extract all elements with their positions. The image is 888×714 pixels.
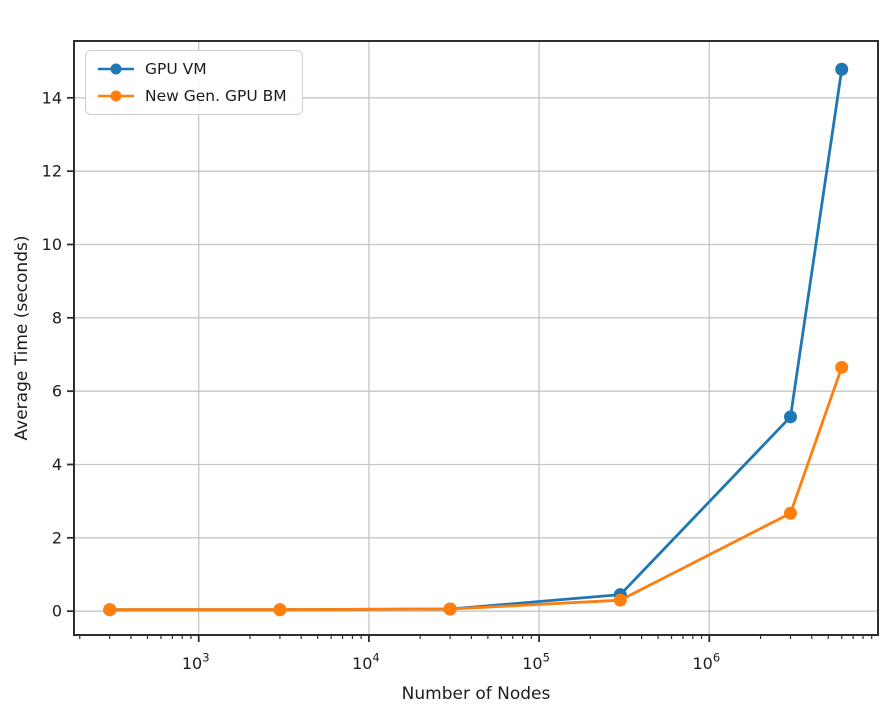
- data-point-marker: [613, 593, 627, 607]
- legend-label: GPU VM: [145, 60, 207, 78]
- y-tick-label: 6: [52, 382, 62, 401]
- tick-labels: 0 2 4 6 8 10 12 14 103 104 105 106: [42, 88, 721, 673]
- data-point-marker: [784, 506, 798, 520]
- data-point-marker: [443, 602, 457, 616]
- y-tick-label: 0: [52, 602, 62, 621]
- x-tick-label: 105: [522, 651, 550, 674]
- legend-item-new-gen-gpu-bm: New Gen. GPU BM: [96, 85, 287, 107]
- legend: GPU VM New Gen. GPU BM: [85, 50, 303, 115]
- legend-item-gpu-vm: GPU VM: [96, 58, 287, 80]
- data-point-marker: [103, 603, 117, 617]
- gridlines: [74, 41, 878, 635]
- legend-line-marker-sample: [98, 90, 134, 102]
- x-tick-label: 103: [182, 651, 210, 674]
- data-point-marker: [835, 360, 849, 374]
- series-line: [109, 69, 844, 612]
- legend-line-marker-sample: [98, 63, 134, 75]
- x-tick-label: 106: [692, 651, 720, 674]
- y-tick-label: 10: [42, 235, 62, 254]
- y-tick-label: 14: [42, 88, 62, 107]
- data-point-marker: [273, 603, 287, 617]
- data-point-marker: [784, 410, 798, 424]
- y-tick-label: 2: [52, 528, 62, 547]
- x-tick-label: 104: [352, 651, 380, 674]
- series-line: [109, 366, 844, 612]
- x-axis-label: Number of Nodes: [402, 684, 551, 704]
- y-tick-label: 8: [52, 308, 62, 327]
- y-axis-label: Average Time (seconds): [12, 236, 32, 441]
- y-tick-label: 12: [42, 162, 62, 181]
- series-lines: [103, 62, 849, 617]
- data-point-marker: [835, 62, 849, 76]
- legend-label: New Gen. GPU BM: [145, 87, 287, 105]
- axis-ticks: [67, 96, 873, 642]
- plot-border: [73, 40, 879, 636]
- y-tick-label: 4: [52, 455, 62, 474]
